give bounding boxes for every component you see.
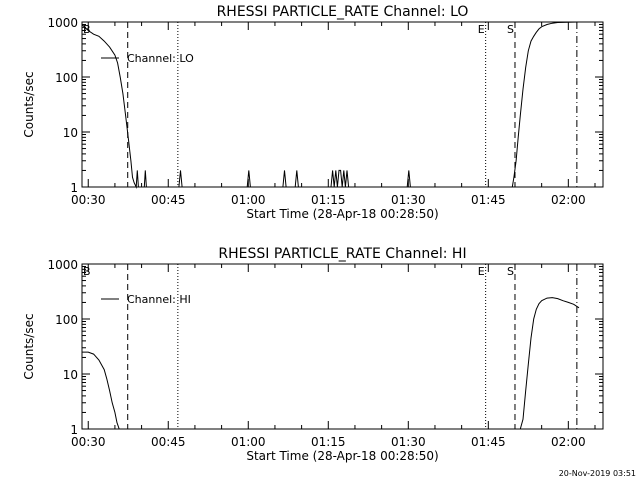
x-tick-label: 00:45 [151, 435, 186, 449]
plot-frame [81, 21, 604, 188]
y-tick-label: 1000 [47, 16, 78, 30]
corner-label: B [83, 265, 91, 278]
chart-title: RHESSI PARTICLE_RATE Channel: LO [217, 4, 469, 20]
x-tick-label: 00:30 [71, 435, 106, 449]
x-tick-label: 01:00 [231, 435, 266, 449]
chart-title: RHESSI PARTICLE_RATE Channel: HI [218, 246, 466, 262]
x-tick-label: 02:00 [551, 193, 586, 207]
x-tick-label: 01:00 [231, 193, 266, 207]
x-axis-label: Start Time (28-Apr-18 00:28:50) [246, 207, 438, 221]
x-tick-label: 01:45 [471, 435, 506, 449]
x-tick-label: 00:30 [71, 193, 106, 207]
x-tick-label: 01:15 [311, 193, 346, 207]
marker-label: E [478, 265, 485, 278]
x-tick-label: 01:30 [391, 193, 426, 207]
series-line [82, 297, 580, 430]
legend-label: Channel: HI [127, 293, 191, 306]
x-tick-label: 00:45 [151, 193, 186, 207]
x-tick-label: 01:15 [311, 435, 346, 449]
x-tick-label: 01:45 [471, 193, 506, 207]
y-tick-label: 10 [63, 126, 78, 140]
y-tick-label: 1000 [47, 258, 78, 272]
y-axis-label: Counts/sec [22, 313, 36, 379]
x-tick-label: 02:00 [551, 435, 586, 449]
footer-timestamp: 20-Nov-2019 03:51 [558, 469, 636, 478]
y-tick-label: 1 [70, 181, 78, 195]
y-tick-label: 1 [70, 423, 78, 437]
series-line [81, 21, 580, 189]
marker-label: S [507, 265, 514, 278]
legend-label: Channel: LO [127, 52, 194, 65]
y-tick-label: 10 [63, 368, 78, 382]
y-tick-label: 100 [55, 313, 78, 327]
y-tick-label: 100 [55, 71, 78, 85]
x-tick-label: 01:30 [391, 435, 426, 449]
marker-label: E [478, 23, 485, 36]
x-axis-label: Start Time (28-Apr-18 00:28:50) [246, 449, 438, 463]
marker-label: S [507, 23, 514, 36]
y-axis-label: Counts/sec [22, 71, 36, 137]
